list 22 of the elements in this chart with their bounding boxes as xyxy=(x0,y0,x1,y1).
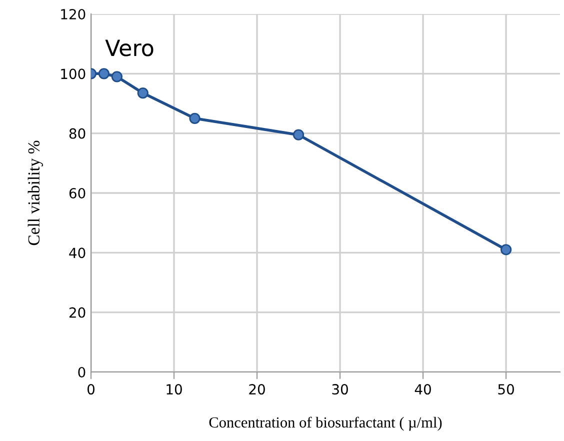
point xyxy=(292,129,304,140)
point xyxy=(111,71,122,82)
y-tick-label: 0 xyxy=(78,366,86,378)
annotation: Vero xyxy=(105,40,154,56)
x-tick-label: 50 xyxy=(498,384,514,395)
x-tick-label: 20 xyxy=(249,384,265,395)
point xyxy=(189,112,200,124)
point xyxy=(500,244,512,256)
y-tick-label: 40 xyxy=(69,248,86,258)
x-axis-title: Concentration of biosurfactant ( µ/ml) xyxy=(209,416,442,431)
y-axis-title: Cell viability % xyxy=(28,140,43,246)
x-tick-label: 40 xyxy=(414,384,431,395)
point xyxy=(137,88,148,99)
x-tick-label: 0 xyxy=(87,384,94,395)
y-tick-label: 60 xyxy=(69,188,86,198)
y-tick-label: 100 xyxy=(61,68,86,80)
x-tick-label: 30 xyxy=(332,384,348,395)
y-tick-label: 80 xyxy=(69,128,86,139)
y-tick-label: 20 xyxy=(69,307,86,318)
y-tick-label: 120 xyxy=(61,8,86,20)
point xyxy=(98,68,110,80)
x-tick-label: 10 xyxy=(166,384,182,395)
